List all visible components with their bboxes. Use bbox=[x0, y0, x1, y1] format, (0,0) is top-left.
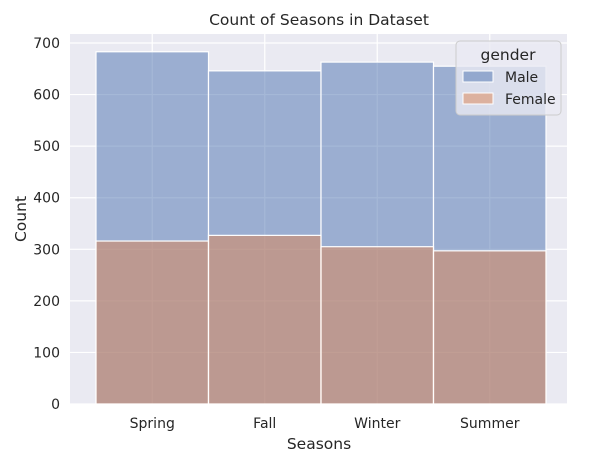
x-axis-label: Seasons bbox=[287, 435, 351, 453]
x-tick-label: Fall bbox=[253, 416, 276, 432]
y-tick-label: 200 bbox=[33, 294, 60, 310]
y-axis-label: Count bbox=[12, 196, 30, 242]
legend-title: gender bbox=[481, 46, 537, 64]
y-tick-label: 500 bbox=[33, 139, 60, 155]
bar-female-summer bbox=[432, 250, 547, 405]
x-tick-label: Winter bbox=[354, 416, 400, 432]
legend: gender Male Female bbox=[455, 40, 562, 116]
bar-female-winter bbox=[320, 246, 435, 405]
x-tick-labels: Spring Fall Winter Summer bbox=[130, 416, 520, 432]
legend-swatch-male bbox=[462, 70, 494, 83]
y-tick-labels: 0 100 200 300 400 500 600 700 bbox=[33, 36, 60, 413]
x-tick-label: Summer bbox=[460, 416, 520, 432]
y-tick-label: 100 bbox=[33, 345, 60, 361]
x-tick-label: Spring bbox=[130, 416, 175, 432]
y-tick-label: 300 bbox=[33, 242, 60, 258]
legend-swatch-female bbox=[462, 92, 494, 105]
bar-female-fall bbox=[207, 234, 322, 405]
legend-label-female: Female bbox=[505, 92, 556, 108]
y-tick-label: 400 bbox=[33, 191, 60, 207]
y-tick-label: 700 bbox=[33, 36, 60, 52]
legend-items: Male Female bbox=[462, 70, 556, 108]
chart-title: Count of Seasons in Dataset bbox=[209, 11, 429, 29]
legend-label-male: Male bbox=[505, 70, 538, 86]
y-tick-label: 600 bbox=[33, 88, 60, 104]
bars bbox=[95, 51, 547, 405]
y-tick-label: 0 bbox=[51, 397, 60, 413]
bar-female-spring bbox=[95, 240, 210, 405]
